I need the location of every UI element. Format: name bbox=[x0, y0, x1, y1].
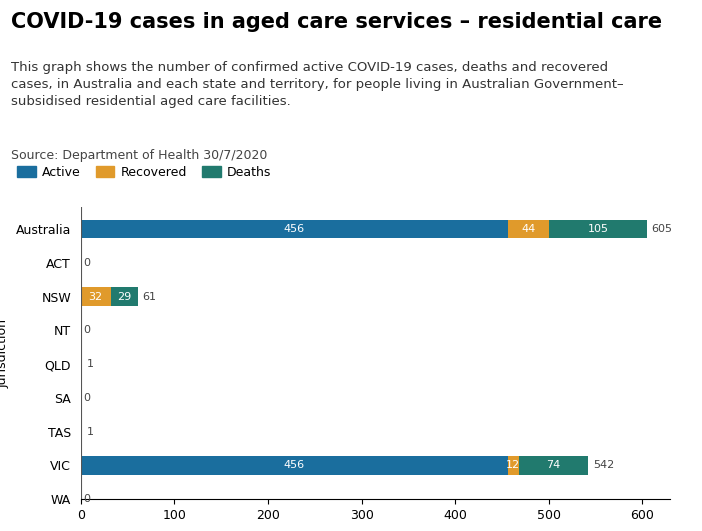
Text: 105: 105 bbox=[588, 224, 609, 234]
Text: 1: 1 bbox=[86, 426, 93, 436]
Bar bbox=[508, 220, 549, 238]
Legend: Active, Recovered, Deaths: Active, Recovered, Deaths bbox=[17, 166, 271, 178]
Text: 456: 456 bbox=[284, 460, 305, 470]
Text: Source: Department of Health 30/7/2020: Source: Department of Health 30/7/2020 bbox=[11, 149, 267, 161]
Text: 456: 456 bbox=[284, 224, 305, 234]
Text: 12: 12 bbox=[506, 460, 520, 470]
Bar bbox=[81, 220, 508, 238]
Text: 61: 61 bbox=[143, 292, 157, 302]
Text: 542: 542 bbox=[592, 460, 614, 470]
Text: 29: 29 bbox=[117, 292, 131, 302]
Text: This graph shows the number of confirmed active COVID-19 cases, deaths and recov: This graph shows the number of confirmed… bbox=[11, 61, 623, 108]
Bar bbox=[111, 287, 138, 306]
Bar bbox=[519, 456, 588, 475]
Text: 0: 0 bbox=[84, 258, 91, 268]
Text: 74: 74 bbox=[546, 460, 560, 470]
Text: 32: 32 bbox=[88, 292, 102, 302]
Text: 0: 0 bbox=[84, 494, 91, 504]
Text: COVID-19 cases in aged care services – residential care: COVID-19 cases in aged care services – r… bbox=[11, 12, 662, 32]
Bar bbox=[549, 220, 647, 238]
Bar bbox=[81, 287, 111, 306]
Text: 1: 1 bbox=[86, 359, 93, 369]
Bar bbox=[81, 456, 508, 475]
Y-axis label: Jurisdiction: Jurisdiction bbox=[0, 319, 10, 388]
Bar bbox=[508, 456, 519, 475]
Text: 0: 0 bbox=[84, 326, 91, 336]
Text: 605: 605 bbox=[651, 224, 673, 234]
Text: 44: 44 bbox=[521, 224, 535, 234]
Text: 0: 0 bbox=[84, 393, 91, 403]
